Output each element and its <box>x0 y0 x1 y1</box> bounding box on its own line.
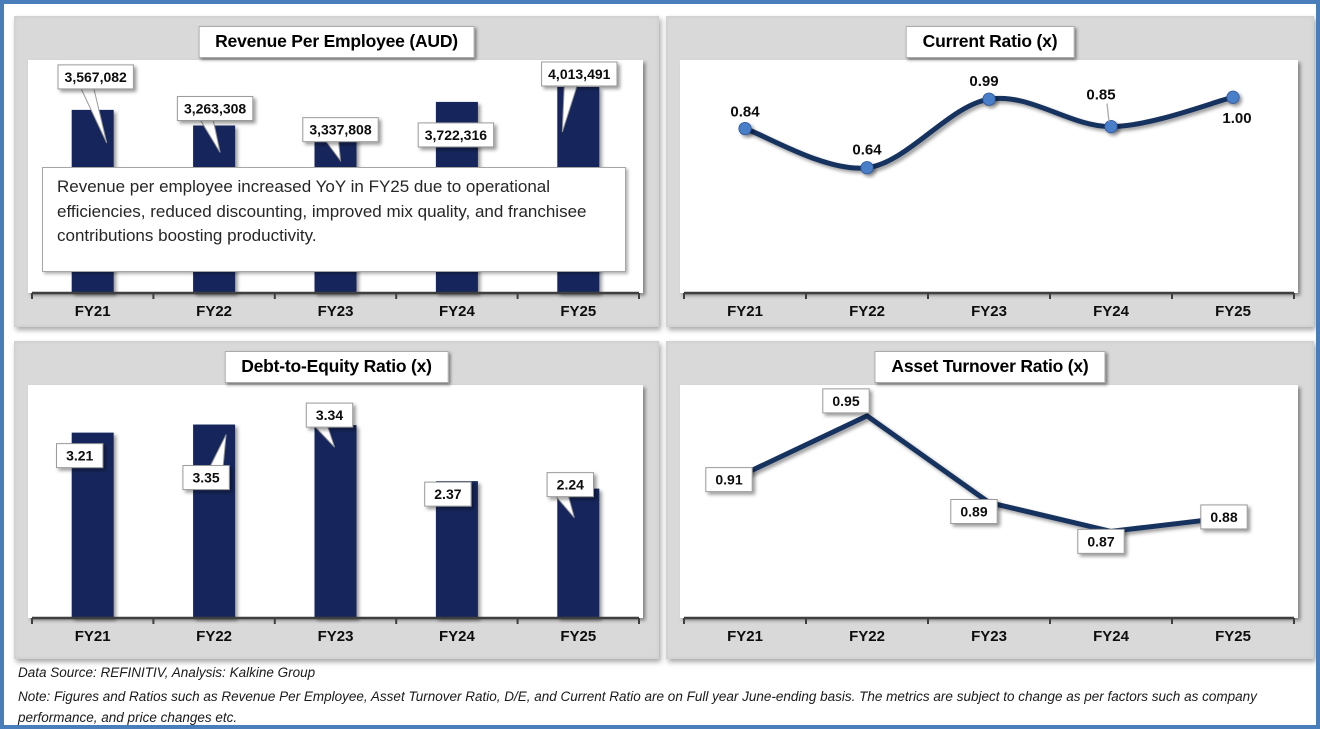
chart-svg-asset-turnover: FY21 FY22 FY23 FY24 FY25 0.91 0.95 0.89 0.87 0.88 <box>680 385 1298 645</box>
x-label-FY25: FY25 <box>1215 303 1251 320</box>
data-label-FY23: 3,337,808 <box>309 122 371 138</box>
data-label-FY22: 0.95 <box>832 393 859 409</box>
data-label-box <box>176 95 254 121</box>
chart-panel-revenue-per-employee: FY21 FY22 FY23 FY24 FY25 3,567,082 3,263,308 3,… <box>14 16 659 327</box>
x-label-FY24: FY24 <box>1093 303 1130 320</box>
data-label-FY25: 2.24 <box>557 477 584 493</box>
data-label-FY23: 0.89 <box>960 504 987 520</box>
data-label-FY22: 3.35 <box>192 470 219 486</box>
chart-canvas: FY21 FY22 FY23 FY24 FY25 0.84 0.64 0.99 0.85 1.00 <box>666 16 1314 327</box>
data-source-line: Data Source: REFINITIV, Analysis: Kalkin… <box>18 665 316 680</box>
x-label-FY23: FY23 <box>971 628 1007 645</box>
x-label-FY23: FY23 <box>971 303 1007 320</box>
data-label-FY25: 1.00 <box>1222 110 1251 127</box>
x-label-FY25: FY25 <box>560 628 596 645</box>
data-label-FY24: 3,722,316 <box>425 127 487 143</box>
data-label-FY22: 3,263,308 <box>184 100 246 116</box>
data-label-FY24: 0.87 <box>1087 533 1114 549</box>
x-label-FY21: FY21 <box>75 628 111 645</box>
data-label-box <box>424 481 472 507</box>
data-label-FY21: 3.21 <box>66 448 93 464</box>
data-label-box <box>417 122 495 148</box>
data-label-box <box>305 402 354 428</box>
chart-title: Debt-to-Equity Ratio (x) <box>224 351 449 383</box>
x-label-FY23: FY23 <box>318 303 354 320</box>
x-label-FY21: FY21 <box>727 628 763 645</box>
chart-panel-debt-to-equity: FY21 FY22 FY23 FY24 FY25 3.21 3.35 3.34 2.37 2.24… <box>14 341 659 659</box>
data-label-box <box>1200 504 1248 530</box>
chart-canvas: FY21 FY22 FY23 FY24 FY25 3.21 3.35 3.34 2.37 2.24 <box>14 341 659 659</box>
x-label-FY23: FY23 <box>318 628 354 645</box>
data-label-FY24: 2.37 <box>434 486 461 502</box>
label-leader-line <box>1106 103 1110 122</box>
x-label-FY24: FY24 <box>1093 628 1130 645</box>
chart-panel-current-ratio: FY21 FY22 FY23 FY24 FY25 0.84 0.64 0.99 0.85 1.00… <box>666 16 1314 327</box>
chart-title: Revenue Per Employee (AUD) <box>198 26 475 58</box>
data-label-FY21: 3,567,082 <box>65 69 127 85</box>
footer-notes: Data Source: REFINITIV, Analysis: Kalkin… <box>18 662 1306 726</box>
x-label-FY25: FY25 <box>560 303 596 320</box>
data-label-FY22: 0.64 <box>852 142 882 159</box>
marker-FY23 <box>982 92 996 106</box>
bar-FY22 <box>193 424 236 618</box>
marker-FY22 <box>860 161 874 175</box>
data-label-box <box>950 499 998 524</box>
chart-panel-asset-turnover: FY21 FY22 FY23 FY24 FY25 0.91 0.95 0.89 0.87 0.88… <box>666 341 1314 659</box>
data-label-FY21: 0.91 <box>715 472 742 488</box>
chart-svg-current-ratio: FY21 FY22 FY23 FY24 FY25 0.84 0.64 0.99 0.85 1.00 <box>680 60 1298 320</box>
marker-FY21 <box>738 121 752 136</box>
x-label-FY22: FY22 <box>196 303 232 320</box>
chart-title: Current Ratio (x) <box>905 26 1075 58</box>
chart-annotation: Revenue per employee increased YoY in FY… <box>42 167 626 272</box>
marker-FY24 <box>1104 120 1118 134</box>
x-label-FY25: FY25 <box>1215 628 1251 645</box>
x-label-FY24: FY24 <box>439 628 476 645</box>
chart-title: Asset Turnover Ratio (x) <box>874 351 1106 383</box>
data-label-box <box>705 467 753 493</box>
data-label-FY24: 0.85 <box>1086 87 1115 104</box>
data-label-box <box>302 117 379 143</box>
x-label-FY24: FY24 <box>439 303 476 320</box>
x-label-FY22: FY22 <box>196 628 232 645</box>
x-label-FY22: FY22 <box>849 303 885 320</box>
data-label-FY21: 0.84 <box>730 104 760 121</box>
data-label-box <box>57 64 134 90</box>
data-label-FY23: 3.34 <box>316 407 343 423</box>
note-line: Note: Figures and Ratios such as Revenue… <box>18 688 1257 726</box>
x-label-FY22: FY22 <box>849 628 885 645</box>
data-label-box <box>1077 528 1125 554</box>
data-label-FY25: 0.88 <box>1210 509 1237 525</box>
bar-FY25 <box>557 488 600 618</box>
bar-FY23 <box>314 425 357 618</box>
data-label-box <box>182 465 230 491</box>
data-label-FY23: 0.99 <box>969 73 998 90</box>
data-label-FY25: 4,013,491 <box>548 66 610 82</box>
data-label-box <box>56 443 104 469</box>
chart-svg-debt-to-equity: FY21 FY22 FY23 FY24 FY25 3.21 3.35 3.34 2.37 2.24 <box>28 385 643 645</box>
x-label-FY21: FY21 <box>727 303 763 320</box>
chart-canvas: FY21 FY22 FY23 FY24 FY25 0.91 0.95 0.89 0.87 0.88 <box>666 341 1314 659</box>
data-label-box <box>822 388 870 414</box>
marker-FY25 <box>1226 90 1240 104</box>
data-label-box <box>541 61 618 87</box>
x-label-FY21: FY21 <box>75 303 111 320</box>
data-label-box <box>546 472 594 498</box>
